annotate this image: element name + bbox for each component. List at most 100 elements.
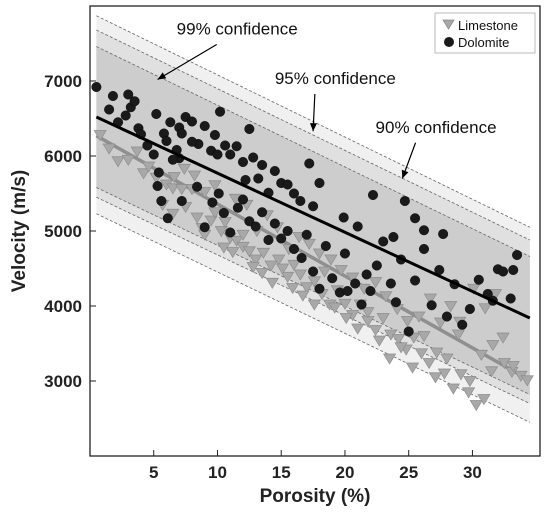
dolomite-point [361, 269, 372, 280]
y-tick-label: 4000 [44, 297, 82, 316]
limestone-point [440, 353, 454, 365]
limestone-point [204, 215, 218, 227]
limestone-point [437, 368, 452, 380]
dolomite-point [498, 266, 509, 277]
legend-dolomite-label: Dolomite [458, 35, 509, 50]
limestone-point [242, 246, 256, 258]
dolomite-point [418, 225, 429, 236]
dolomite-point [152, 180, 163, 191]
dolomite-point [232, 202, 243, 213]
limestone-point [142, 161, 156, 173]
limestone-point [130, 146, 144, 158]
limestone-point [497, 358, 511, 370]
dolomite-point [248, 152, 259, 163]
dolomite-point [151, 108, 162, 119]
dolomite-point [410, 213, 421, 224]
dolomite-point [371, 260, 382, 271]
dolomite-point [410, 275, 421, 286]
dolomite-point [356, 299, 367, 310]
limestone-point [478, 303, 492, 315]
x-tick-label: 20 [335, 463, 354, 482]
dolomite-point [186, 116, 197, 127]
annotations: 99% confidence 95% confidence 90% confiden… [157, 20, 497, 179]
dolomite-point [104, 104, 115, 115]
dolomite-point [295, 195, 306, 206]
dolomite-point [304, 158, 315, 169]
dolomite-point [308, 266, 319, 277]
dolomite-point [218, 207, 229, 218]
limestone-point [264, 260, 278, 272]
legend-limestone-marker [442, 19, 455, 30]
x-tick-label: 25 [399, 463, 418, 482]
annotation-arrow-head [157, 72, 167, 80]
limestone-point [338, 298, 352, 310]
limestone-point [190, 212, 204, 224]
limestone-point [177, 163, 191, 175]
y-tick-label: 6000 [44, 147, 82, 166]
dolomite-point [390, 297, 401, 308]
limestone-point [520, 375, 534, 387]
dolomite-point [148, 149, 159, 160]
limestone-point [339, 313, 353, 325]
limestone-point [446, 383, 460, 395]
dolomite-point [161, 135, 172, 146]
limestone-point [469, 400, 483, 412]
limestone-point [300, 282, 314, 294]
limestone-point [236, 229, 250, 241]
dolomite-point [91, 81, 102, 92]
dolomite-point [215, 106, 226, 117]
limestone-point [136, 168, 151, 180]
dolomite-point [426, 300, 437, 311]
y-axis-label: Velocity (m/s) [9, 170, 30, 293]
dolomite-point [512, 249, 523, 260]
limestone-point [317, 266, 332, 278]
x-tick-label: 30 [463, 463, 482, 482]
annotation-arrow-shaft [157, 43, 217, 81]
dolomite-point [314, 283, 325, 294]
limestone-point [280, 271, 295, 283]
limestone-point [246, 262, 260, 274]
dolomite-point [438, 228, 449, 239]
limestone-point [286, 283, 300, 295]
y-tick-label: 7000 [44, 72, 82, 91]
y-tick-label: 5000 [44, 222, 82, 241]
limestone-point [328, 302, 342, 314]
dolomite-point [199, 120, 210, 131]
limestone-point [451, 329, 466, 341]
limestone-point [166, 183, 180, 195]
x-tick-label: 10 [208, 463, 227, 482]
limestone-point [461, 387, 476, 399]
limestone-point [379, 291, 393, 303]
dolomite-point [320, 240, 331, 251]
limestone-point [302, 238, 316, 250]
limestone-point [307, 299, 321, 311]
limestone-point [226, 247, 240, 259]
limestone-point [312, 248, 327, 260]
dolomite-point [339, 248, 350, 259]
dolomite-point [508, 265, 519, 276]
legend: Limestone Dolomite [434, 12, 536, 54]
dolomite-point [282, 179, 293, 190]
dolomite-point [399, 195, 410, 206]
dolomite-point [385, 278, 396, 289]
dolomite-point [165, 117, 176, 128]
limestone-point [324, 254, 338, 266]
dolomite-point [225, 227, 236, 238]
y-tick-label: 3000 [44, 372, 82, 391]
y-axis: 3000 4000 5000 6000 7000 [44, 72, 96, 391]
limestone-point [400, 316, 415, 328]
limestone-point [423, 293, 437, 305]
limestone-point [405, 362, 420, 374]
dolomite-point [403, 326, 414, 337]
dolomite-point [505, 293, 516, 304]
dolomite-point [308, 201, 319, 212]
dolomite-point [464, 304, 475, 315]
dolomite-point [301, 229, 312, 240]
limestone-point [394, 342, 408, 354]
limestone-point [428, 372, 443, 384]
limestone-point [417, 331, 431, 343]
limestone-point [414, 348, 429, 360]
limestone-point [265, 277, 279, 289]
limestone-point [422, 358, 436, 370]
